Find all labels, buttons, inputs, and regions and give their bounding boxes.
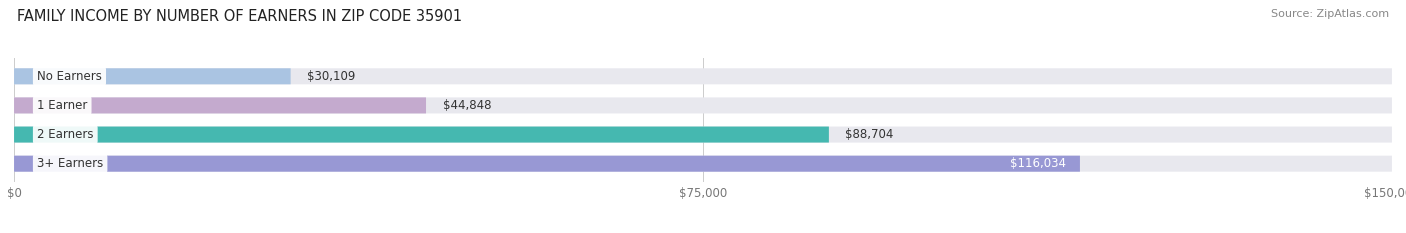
Text: 3+ Earners: 3+ Earners — [37, 157, 103, 170]
FancyBboxPatch shape — [14, 97, 1392, 113]
Text: $44,848: $44,848 — [443, 99, 491, 112]
Text: 2 Earners: 2 Earners — [37, 128, 94, 141]
FancyBboxPatch shape — [14, 156, 1392, 172]
FancyBboxPatch shape — [14, 156, 1080, 172]
Text: $30,109: $30,109 — [307, 70, 356, 83]
FancyBboxPatch shape — [14, 127, 830, 143]
Text: Source: ZipAtlas.com: Source: ZipAtlas.com — [1271, 9, 1389, 19]
Text: $88,704: $88,704 — [845, 128, 894, 141]
Text: No Earners: No Earners — [37, 70, 101, 83]
Text: FAMILY INCOME BY NUMBER OF EARNERS IN ZIP CODE 35901: FAMILY INCOME BY NUMBER OF EARNERS IN ZI… — [17, 9, 463, 24]
Text: $116,034: $116,034 — [1010, 157, 1066, 170]
Text: 1 Earner: 1 Earner — [37, 99, 87, 112]
FancyBboxPatch shape — [14, 68, 1392, 84]
FancyBboxPatch shape — [14, 127, 1392, 143]
FancyBboxPatch shape — [14, 97, 426, 113]
FancyBboxPatch shape — [14, 68, 291, 84]
